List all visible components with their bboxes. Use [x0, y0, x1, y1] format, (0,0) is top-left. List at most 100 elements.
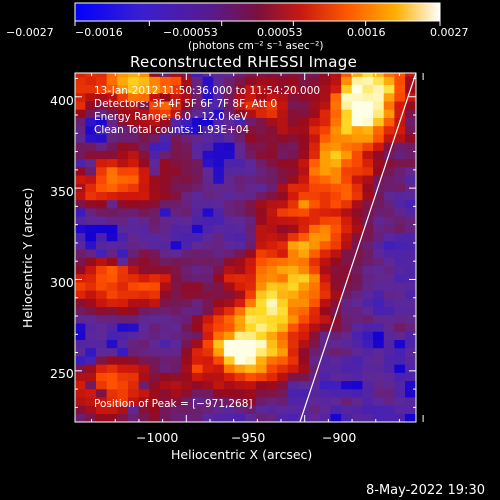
heatmap-cell: [255, 240, 268, 250]
heatmap-cell: [202, 216, 214, 225]
heatmap-cell: [117, 388, 129, 398]
heatmap-cell: [309, 199, 321, 209]
heatmap-cell: [202, 413, 214, 422]
heatmap-cell: [85, 199, 97, 209]
y-tick-label: 250: [50, 366, 74, 381]
heatmap-cell: [75, 364, 86, 373]
heatmap-cell: [351, 76, 364, 86]
heatmap-cell: [330, 413, 342, 422]
heatmap-cell: [351, 372, 364, 382]
heatmap-cell: [138, 101, 150, 110]
heatmap-cell: [127, 290, 140, 299]
heatmap-cell: [309, 73, 321, 77]
heatmap-cell: [287, 265, 300, 275]
heatmap-cell: [234, 306, 246, 316]
heatmap-cell: [255, 388, 268, 398]
heatmap-cell: [298, 101, 310, 110]
heatmap-cell: [330, 290, 342, 299]
heatmap-cell: [319, 207, 332, 217]
heatmap-cell: [394, 101, 406, 110]
heatmap-cell: [245, 183, 257, 192]
heatmap-cell: [255, 142, 268, 151]
heatmap-cell: [191, 73, 204, 77]
heatmap-cell: [191, 207, 204, 217]
heatmap-cell: [341, 347, 353, 357]
heatmap-cell: [149, 76, 161, 86]
heatmap-cell: [373, 117, 385, 127]
heatmap-cell: [287, 73, 300, 77]
heatmap-cell: [383, 183, 395, 192]
heatmap-cell: [191, 372, 204, 382]
chart-title: Reconstructed RHESSI Image: [130, 53, 358, 71]
heatmap-cell: [159, 331, 172, 340]
heatmap-cell: [383, 84, 395, 94]
heatmap-cell: [405, 125, 416, 135]
heatmap-cell: [202, 323, 214, 332]
heatmap-cell: [255, 117, 268, 127]
heatmap-cell: [181, 216, 193, 225]
heatmap-cell: [341, 73, 353, 77]
heatmap-cell: [341, 413, 353, 422]
heatmap-cell: [287, 281, 300, 291]
heatmap-cell: [170, 372, 182, 382]
heatmap-cell: [394, 150, 406, 160]
heatmap-cell: [298, 232, 310, 242]
heatmap-cell: [255, 207, 268, 217]
heatmap-cell: [405, 199, 416, 209]
heatmap-cell: [309, 240, 321, 250]
heatmap-cell: [127, 224, 140, 234]
heatmap-cell: [117, 273, 129, 283]
heatmap-cell: [106, 166, 118, 176]
heatmap-cell: [362, 265, 374, 275]
heatmap-cell: [106, 397, 118, 406]
heatmap-cell: [75, 249, 86, 258]
heatmap-cell: [223, 290, 236, 299]
heatmap-cell: [383, 257, 395, 266]
heatmap-cell: [138, 183, 150, 192]
heatmap-cell: [138, 347, 150, 357]
heatmap-cell: [138, 339, 150, 349]
heatmap-cell: [138, 92, 150, 102]
heatmap-cell: [202, 183, 214, 192]
colorbar: [74, 2, 441, 26]
heatmap-cell: [170, 158, 182, 168]
heatmap-cell: [170, 133, 182, 143]
heatmap-cell: [394, 109, 406, 118]
heatmap-cell: [383, 207, 395, 217]
colorbar-tick-label: −0.0027: [6, 26, 54, 39]
heatmap-cell: [106, 388, 118, 398]
heatmap-cell: [159, 191, 172, 201]
heatmap-cell: [277, 249, 289, 258]
heatmap-cell: [213, 166, 225, 176]
heatmap-cell: [351, 125, 364, 135]
heatmap-cell: [405, 323, 416, 332]
heatmap-cell: [287, 372, 300, 382]
heatmap-cell: [223, 397, 236, 406]
heatmap-cell: [330, 158, 342, 168]
heatmap-cell: [319, 224, 332, 234]
heatmap-cell: [373, 216, 385, 225]
heatmap-cell: [255, 183, 268, 192]
heatmap-cell: [255, 249, 268, 258]
heatmap-cell: [138, 405, 150, 414]
heatmap-cell: [351, 323, 364, 332]
heatmap-cell: [383, 281, 395, 291]
heatmap-cell: [298, 125, 310, 135]
heatmap-cell: [213, 240, 225, 250]
heatmap-cell: [159, 84, 172, 94]
heatmap-cell: [127, 109, 140, 118]
heatmap-cell: [362, 281, 374, 291]
heatmap-cell: [181, 323, 193, 332]
heatmap-cell: [117, 380, 129, 390]
heatmap-cell: [373, 166, 385, 176]
heatmap-cell: [159, 257, 172, 266]
heatmap-cell: [202, 175, 214, 184]
heatmap-cell: [213, 380, 225, 390]
heatmap-cell: [383, 364, 395, 373]
heatmap-cell: [287, 364, 300, 373]
heatmap-cell: [106, 183, 118, 192]
heatmap-cell: [170, 249, 182, 258]
heatmap-cell: [202, 265, 214, 275]
heatmap-cell: [255, 290, 268, 299]
heatmap-cell: [255, 413, 268, 422]
